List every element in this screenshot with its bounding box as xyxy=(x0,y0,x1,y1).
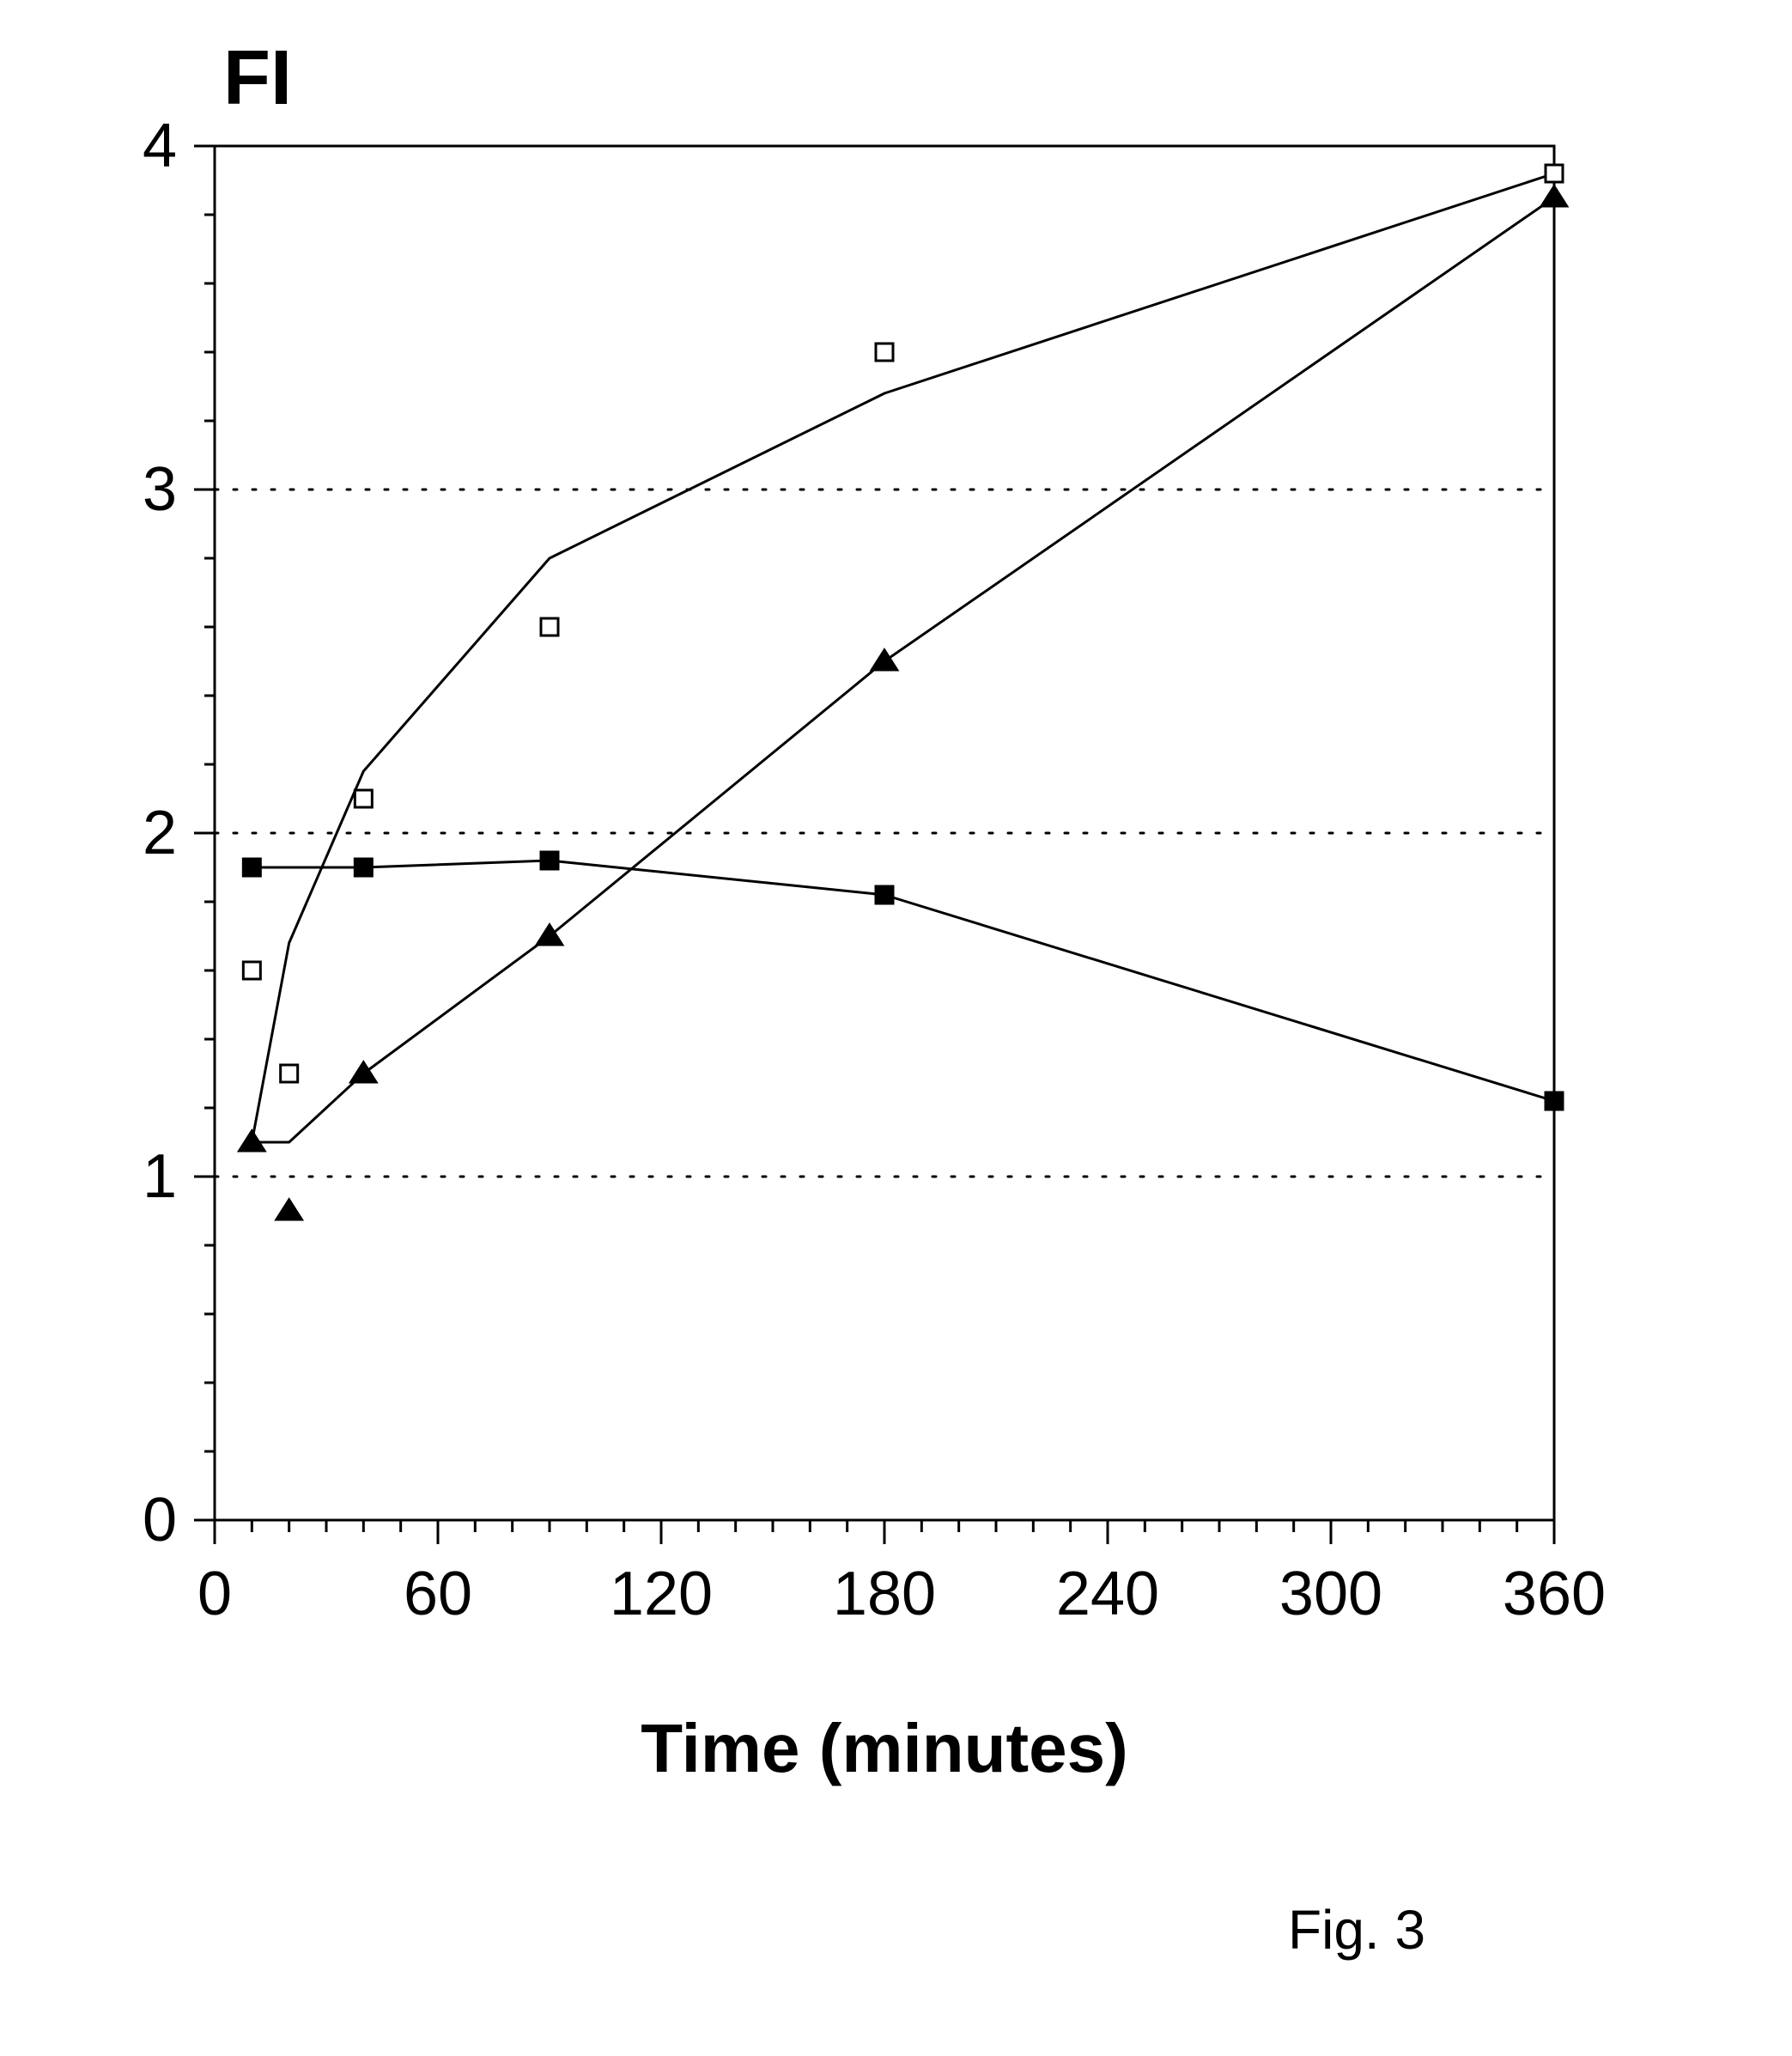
marker-open-square xyxy=(541,618,558,636)
y-tick-label: 4 xyxy=(143,112,177,180)
marker-open-square xyxy=(355,790,372,807)
series-line-filled-square xyxy=(252,861,1554,1101)
y-tick-label: 1 xyxy=(143,1142,177,1211)
x-tick-label: 240 xyxy=(1056,1560,1159,1628)
marker-filled-square xyxy=(876,886,893,903)
marker-open-square xyxy=(243,962,260,979)
marker-filled-square xyxy=(243,859,260,876)
marker-filled-triangle xyxy=(350,1061,377,1083)
marker-filled-triangle xyxy=(871,649,897,671)
marker-filled-square xyxy=(1546,1092,1563,1110)
marker-filled-triangle xyxy=(276,1199,302,1220)
marker-open-square xyxy=(281,1065,298,1082)
series-line-open-square xyxy=(252,173,1554,1142)
y-tick-label: 0 xyxy=(143,1486,177,1554)
marker-filled-square xyxy=(355,859,372,876)
x-tick-label: 300 xyxy=(1279,1560,1382,1628)
x-tick-label: 120 xyxy=(610,1560,713,1628)
y-tick-label: 2 xyxy=(143,799,177,867)
x-axis-title: Time (minutes) xyxy=(215,1709,1554,1788)
y-axis-title: FI xyxy=(223,34,292,123)
page: FI 0 1 2 3 4 0 60 120 180 240 300 360 Time (minutes… xyxy=(0,0,1792,2056)
y-tick-label: 3 xyxy=(143,455,177,524)
series-line-filled-triangle xyxy=(252,198,1554,1142)
x-tick-label: 360 xyxy=(1503,1560,1606,1628)
x-tick-label: 0 xyxy=(197,1560,232,1628)
marker-filled-square xyxy=(541,852,558,869)
marker-filled-triangle xyxy=(239,1130,265,1152)
x-tick-label: 180 xyxy=(833,1560,936,1628)
marker-open-square xyxy=(1546,165,1563,182)
marker-open-square xyxy=(876,344,893,361)
figure-caption: Fig. 3 xyxy=(1288,1898,1425,1962)
chart-plot: 0 1 2 3 4 0 60 120 180 240 300 360 xyxy=(0,0,1792,1718)
marker-filled-triangle xyxy=(1540,186,1567,207)
x-tick-label: 60 xyxy=(404,1560,472,1628)
